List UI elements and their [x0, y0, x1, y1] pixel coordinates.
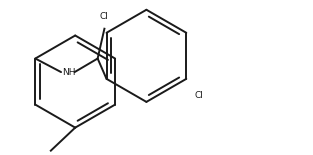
Text: Cl: Cl [99, 12, 108, 21]
Text: NH: NH [62, 68, 75, 77]
Text: Cl: Cl [194, 91, 203, 100]
